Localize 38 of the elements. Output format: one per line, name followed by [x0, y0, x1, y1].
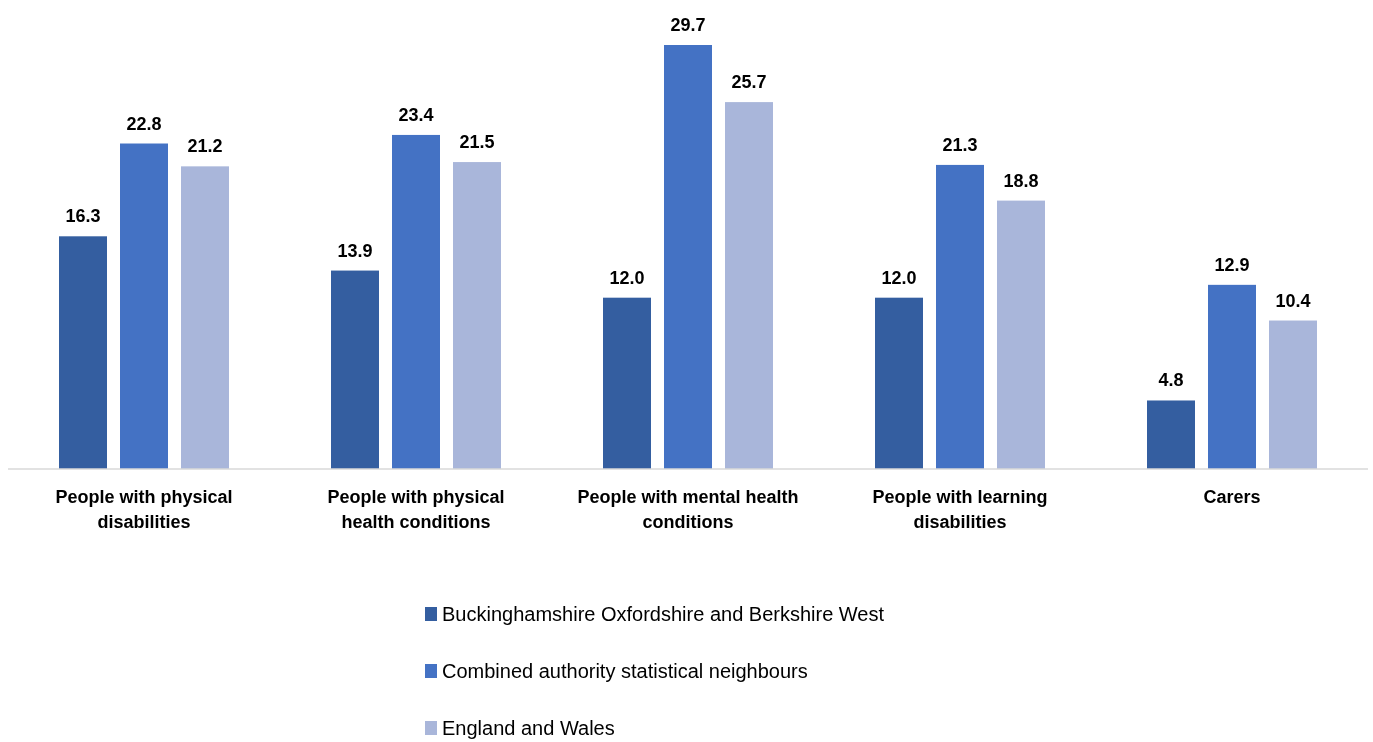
- x-tick-label: People with learning disabilities: [872, 487, 1048, 532]
- bar: [1147, 400, 1195, 469]
- data-label: 12.0: [881, 267, 917, 288]
- data-label: 13.9: [337, 240, 373, 261]
- data-label: 4.8: [1158, 370, 1184, 391]
- legend-label: Combined authority statistical neighbours: [442, 660, 808, 682]
- bar: [936, 164, 984, 469]
- bar: [1269, 320, 1317, 469]
- bar: [997, 200, 1045, 469]
- data-label: 29.7: [670, 15, 706, 35]
- x-tick-label: People with physical health conditions: [327, 487, 505, 532]
- bar: [453, 162, 501, 469]
- data-label: 22.8: [126, 113, 162, 134]
- data-label: 18.8: [1003, 170, 1039, 191]
- data-label: 10.4: [1275, 290, 1311, 311]
- bar: [603, 297, 651, 469]
- data-label: 25.7: [731, 72, 767, 93]
- data-label: 21.3: [942, 134, 978, 155]
- data-label: 21.5: [459, 132, 495, 153]
- bar: [725, 102, 773, 469]
- x-tick-label: People with mental health conditions: [577, 487, 799, 532]
- bar: [59, 236, 107, 469]
- bar: [181, 166, 229, 469]
- legend-label: Buckinghamshire Oxfordshire and Berkshire West: [442, 603, 885, 625]
- data-label: 23.4: [398, 104, 434, 125]
- x-tick-label: Carers: [1203, 487, 1261, 507]
- data-label: 12.9: [1214, 254, 1250, 275]
- bar: [875, 297, 923, 469]
- bar: [664, 45, 712, 469]
- legend-label: England and Wales: [442, 717, 615, 739]
- data-label: 16.3: [65, 206, 101, 227]
- data-label: 12.0: [609, 267, 645, 288]
- bar: [120, 143, 168, 469]
- bar: [331, 270, 379, 469]
- data-label: 21.2: [187, 136, 223, 157]
- bar: [1208, 284, 1256, 469]
- bar: [392, 134, 440, 469]
- x-tick-label: People with physical disabilities: [55, 487, 233, 532]
